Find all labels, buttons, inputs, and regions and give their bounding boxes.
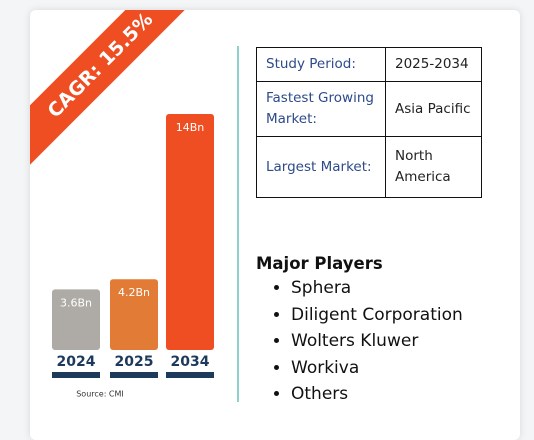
bar <box>166 114 214 350</box>
year-base <box>110 372 158 378</box>
player: Sphera <box>291 275 463 302</box>
players-list: Sphera Diligent Corporation Wolters Kluw… <box>256 275 463 408</box>
bars: 3.6Bn 2024 4.2Bn 2025 14Bn 2034 <box>52 114 214 378</box>
info-table: Study Period: 2025-2034 Fastest Growing M… <box>256 47 482 198</box>
row: Study Period: 2025-2034 <box>256 47 482 82</box>
bar <box>110 279 158 350</box>
year-box <box>166 350 214 372</box>
key: Fastest Growing Market: <box>256 81 386 137</box>
player: Others <box>291 381 463 408</box>
chart: CAGR: 15.5% Source: CMI 3.6Bn 2024 4.2Bn 20… <box>30 10 239 402</box>
key: Study Period: <box>256 47 386 82</box>
players-title: Major Players <box>256 254 383 273</box>
bar <box>52 289 100 350</box>
page: {"ribbon": "CAGR: 15.5%", "chart_data": … <box>0 0 534 428</box>
value-label: 14Bn <box>176 121 205 134</box>
player: Wolters Kluwer <box>291 328 463 355</box>
x-tick-label: 2025 <box>115 354 154 370</box>
value: North America <box>385 136 482 198</box>
year-box <box>110 350 158 372</box>
value: Asia Pacific <box>385 81 482 137</box>
players: Major Players Sphera Diligent Corporatio… <box>256 254 463 408</box>
ribbon-band <box>30 10 214 179</box>
key: Largest Market: <box>256 136 386 198</box>
player: Diligent Corporation <box>291 302 463 329</box>
x-tick-label: 2034 <box>171 354 210 370</box>
value-label: 3.6Bn <box>60 296 92 309</box>
x-tick-label: 2024 <box>57 354 96 370</box>
value: 2025-2034 <box>385 47 482 82</box>
value-label: 4.2Bn <box>118 286 150 299</box>
row: Fastest Growing Market: Asia Pacific <box>256 81 482 137</box>
row: Largest Market: North America <box>256 136 482 198</box>
player: Workiva <box>291 355 463 382</box>
source: Source: CMI <box>76 390 124 399</box>
year-base <box>166 372 214 378</box>
year-box <box>52 350 100 372</box>
ribbon-text: CAGR: 15.5% <box>43 10 157 122</box>
card: CAGR: 15.5% Source: CMI 3.6Bn 2024 4.2Bn 20… <box>30 10 520 440</box>
year-base <box>52 372 100 378</box>
